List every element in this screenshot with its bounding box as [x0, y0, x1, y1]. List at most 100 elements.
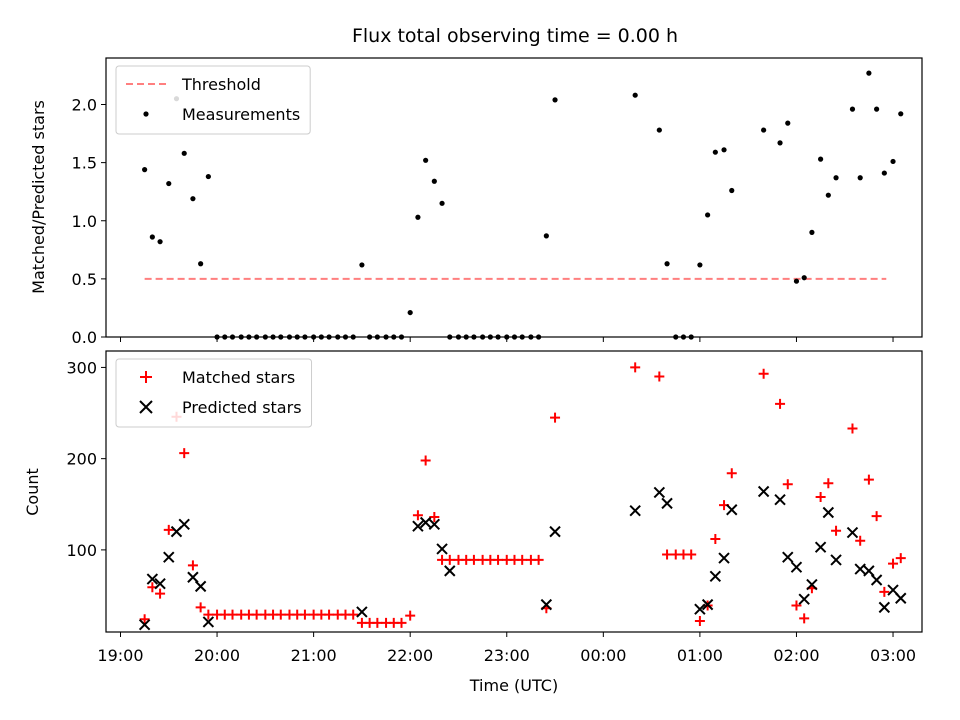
predicted-stars-point — [419, 516, 432, 529]
count-marks — [138, 362, 907, 631]
measurement-point — [383, 334, 389, 340]
x-tick-label: 22:00 — [387, 646, 433, 665]
measurement-point — [335, 334, 341, 340]
ratio-y-axis-label: Matched/Predicted stars — [29, 100, 48, 294]
measurement-point — [350, 334, 356, 340]
measurement-point — [898, 111, 904, 117]
x-tick-label: 20:00 — [194, 646, 240, 665]
predicted-stars-point — [138, 618, 151, 631]
matched-stars-point — [324, 609, 335, 620]
matched-stars-point — [847, 423, 858, 434]
legend-label: Threshold — [181, 75, 261, 94]
measurement-point — [471, 334, 477, 340]
predicted-stars-point — [444, 565, 456, 577]
matched-stars-point — [775, 398, 786, 409]
count-x-ticks: 19:00 20:00 21:00 22:00 23:00 00:00 01:00 02:00… — [97, 632, 916, 665]
y-tick-label: 0.0 — [72, 328, 97, 347]
measurement-point — [455, 334, 462, 340]
matched-stars-point — [195, 602, 206, 613]
measurement-point — [286, 334, 293, 340]
matched-stars-point — [799, 613, 810, 624]
measurement-point — [198, 261, 204, 267]
y-tick-label: 0.5 — [72, 270, 97, 289]
matched-stars-point — [275, 609, 286, 620]
x-tick-label: 19:00 — [97, 646, 143, 665]
measurement-point — [302, 334, 308, 340]
matched-stars-point — [187, 560, 198, 571]
legend-label: Predicted stars — [182, 398, 302, 417]
measurement-point — [777, 140, 783, 146]
legend-measurements-swatch — [143, 111, 149, 117]
measurement-point — [543, 233, 549, 239]
predicted-stars-point — [878, 601, 891, 614]
measurement-point — [447, 334, 453, 340]
matched-stars-point — [855, 535, 866, 546]
predicted-stars-point — [436, 543, 448, 555]
measurement-point — [833, 175, 839, 181]
matched-stars-point — [726, 468, 737, 479]
measurement-point — [818, 156, 824, 162]
measurement-point — [881, 170, 887, 176]
measurement-point — [359, 262, 365, 268]
measurement-point — [866, 70, 872, 76]
measurement-point — [222, 334, 228, 340]
measurement-point — [712, 149, 718, 155]
matched-stars-point — [429, 512, 440, 523]
measurement-point — [809, 229, 815, 235]
measurement-point — [391, 334, 397, 340]
matched-stars-point — [888, 558, 899, 569]
matched-stars-point — [372, 617, 383, 628]
predicted-stars-point — [356, 606, 368, 618]
measurement-point — [680, 334, 687, 340]
count-panel: 100 200 300 19:00 20:00 21:00 22:00 23:00 00:00… — [23, 350, 923, 665]
x-tick-label: 01:00 — [677, 646, 723, 665]
ratio-y-ticks: 0.0 0.5 1.0 1.5 2.0 — [72, 96, 106, 347]
x-tick-label: 23:00 — [484, 646, 530, 665]
matched-stars-point — [444, 554, 455, 565]
matched-stars-point — [251, 609, 262, 620]
x-tick-label: 00:00 — [580, 646, 626, 665]
predicted-stars-point — [154, 577, 166, 590]
measurement-point — [398, 334, 405, 340]
measurement-point — [519, 334, 525, 340]
measurement-point — [142, 167, 148, 173]
predicted-stars-point — [428, 518, 441, 531]
predicted-stars-point — [726, 504, 738, 516]
predicted-stars-point — [718, 552, 730, 564]
measurement-point — [423, 157, 429, 163]
measurement-point — [205, 173, 211, 180]
legend-matched-swatch — [140, 371, 152, 383]
predicted-stars-point — [798, 593, 810, 605]
measurement-point — [801, 275, 807, 281]
measurement-point — [552, 97, 558, 103]
matched-stars-point — [831, 525, 842, 536]
measurement-point — [656, 127, 662, 133]
y-tick-label: 1.5 — [72, 154, 97, 173]
predicted-stars-point — [774, 494, 786, 506]
matched-stars-point — [139, 614, 150, 625]
matched-stars-point — [662, 549, 673, 560]
predicted-stars-point — [822, 506, 835, 519]
matched-stars-point — [863, 474, 874, 485]
ratio-legend: Threshold Measurements — [115, 65, 311, 135]
matched-stars-point — [412, 510, 423, 521]
y-tick-label: 100 — [66, 541, 97, 560]
matched-stars-point — [163, 524, 174, 535]
measurement-point — [536, 334, 542, 340]
predicted-stars-point — [806, 578, 818, 591]
predicted-stars-point — [870, 574, 883, 586]
predicted-stars-point — [814, 541, 827, 553]
predicted-stars-point — [863, 565, 875, 577]
measurement-point — [278, 334, 284, 340]
measurement-point — [857, 175, 863, 181]
measurement-point — [254, 334, 260, 340]
measurement-point — [214, 334, 220, 340]
measurement-point — [761, 127, 767, 133]
matched-stars-point — [203, 609, 214, 620]
y-tick-label: 200 — [66, 450, 97, 469]
predicted-stars-point — [846, 526, 859, 539]
predicted-stars-point — [202, 616, 215, 628]
matched-stars-point — [815, 491, 826, 502]
measurement-point — [688, 334, 694, 340]
